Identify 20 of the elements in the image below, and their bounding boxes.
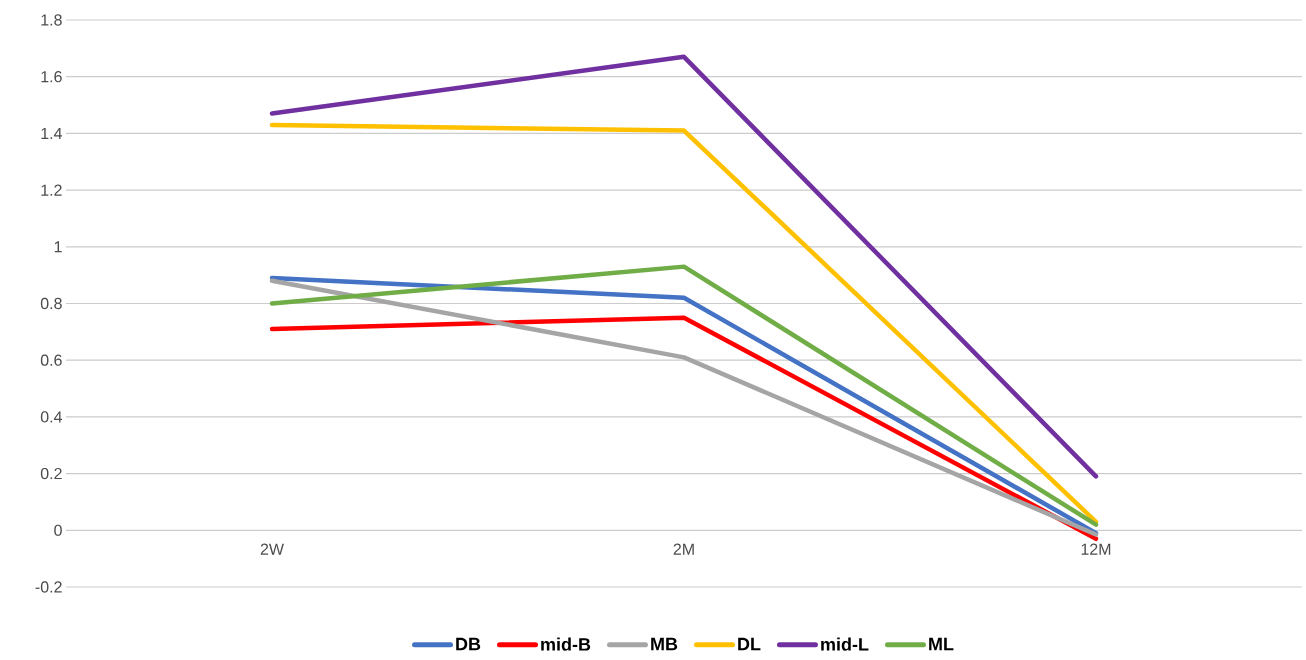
- legend-label: DL: [738, 637, 761, 651]
- legend-label: MB: [651, 637, 678, 651]
- legend-label: mid-B: [541, 637, 591, 651]
- x-tick-label: 2M: [673, 543, 694, 555]
- y-tick-label: 0.4: [40, 411, 62, 423]
- y-tick-label: 1.4: [41, 127, 62, 139]
- y-tick-label: 1: [54, 241, 62, 253]
- x-tick-label: 2W: [260, 543, 284, 555]
- y-tick-label: 0.6: [40, 354, 62, 366]
- y-tick-label: 0.2: [40, 467, 62, 480]
- y-tick-label: 1.2: [41, 184, 62, 196]
- legend-label: ML: [929, 637, 954, 651]
- y-tick-label: -0.2: [35, 581, 62, 593]
- legend-label: mid-L: [821, 637, 869, 651]
- y-tick-label: 0: [54, 524, 62, 536]
- y-tick-label: 1.6: [41, 71, 62, 83]
- legend-label: DB: [456, 637, 481, 651]
- x-tick-label: 12M: [1081, 543, 1111, 555]
- y-tick-label: 0.8: [40, 297, 62, 310]
- y-tick-label: 1.8: [41, 14, 62, 26]
